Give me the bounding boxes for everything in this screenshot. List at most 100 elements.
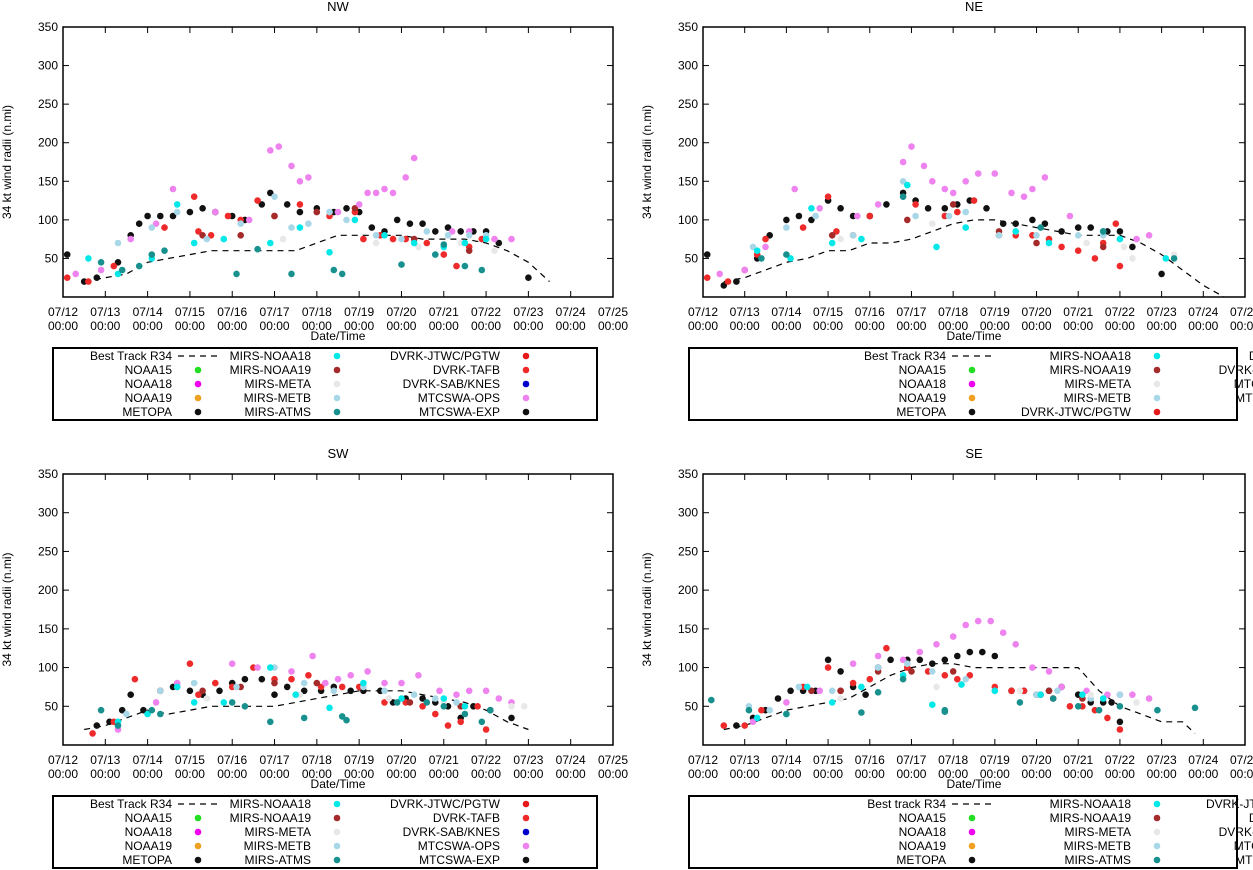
data-point <box>97 259 105 266</box>
legend-label: MIRS-META <box>1065 825 1131 839</box>
data-point <box>1091 255 1099 262</box>
x-tick-time-label: 00:00 <box>730 767 760 781</box>
data-point <box>837 235 844 243</box>
data-point <box>1087 691 1094 698</box>
legend-label: NOAA18 <box>899 825 947 839</box>
data-point <box>419 695 426 702</box>
legend-swatch-dot <box>333 842 341 850</box>
data-point <box>966 672 974 679</box>
y-axis-label: 34 kt wind radii (n.mi) <box>640 105 654 219</box>
data-point <box>258 201 266 208</box>
data-point <box>131 675 139 683</box>
data-point <box>733 278 740 285</box>
legend-swatch-dot <box>333 394 341 402</box>
data-point <box>916 648 924 656</box>
series-mirs-noaa18 <box>753 181 1170 262</box>
data-point <box>749 243 757 251</box>
plot-frame <box>62 473 614 746</box>
data-point <box>899 193 907 200</box>
series-mirs-noaa18 <box>85 201 490 278</box>
data-point <box>791 185 798 193</box>
legend-swatch-dot <box>333 828 341 836</box>
legend-label: DVRK-JTWC/PGTW <box>390 797 501 811</box>
data-point <box>1058 228 1065 235</box>
x-tick-time-label: 00:00 <box>896 767 926 781</box>
legend-label: DVRK-SAB/KNES <box>403 377 500 391</box>
data-point <box>1145 232 1153 239</box>
x-tick-time-label: 00:00 <box>771 767 801 781</box>
data-point <box>322 679 329 687</box>
legend-label: Best track R34 <box>867 797 946 811</box>
data-point <box>123 710 130 718</box>
legend-label: DVRK-TAFB <box>1249 811 1253 825</box>
data-point <box>858 683 865 691</box>
x-tick-time-label: 00:00 <box>896 319 926 333</box>
series-mtcswa-exp <box>703 189 1165 289</box>
series-mtcswa-ops <box>72 143 515 278</box>
data-point <box>1116 691 1124 698</box>
series-mtcswa-exp <box>733 648 1124 729</box>
legend-label: MIRS-NOAA19 <box>1050 363 1132 377</box>
data-point <box>933 641 940 648</box>
x-tick-label: 07/17 <box>896 753 926 767</box>
data-point <box>461 703 469 710</box>
data-point <box>372 232 380 239</box>
legend-label: METOPA <box>896 405 946 419</box>
data-point <box>228 660 236 667</box>
data-point <box>309 652 316 660</box>
data-point <box>945 212 953 220</box>
data-point <box>93 722 101 729</box>
data-point <box>372 239 380 247</box>
data-point <box>1054 687 1061 695</box>
data-point <box>326 249 333 256</box>
x-tick-label: 07/14 <box>133 305 163 319</box>
x-tick-time-label: 00:00 <box>344 319 374 333</box>
legend-label: MIRS-META <box>245 825 311 839</box>
x-tick-time-label: 00:00 <box>980 319 1010 333</box>
data-point <box>866 212 874 220</box>
y-tick-label: 350 <box>678 20 698 34</box>
y-tick-label: 250 <box>678 97 698 111</box>
data-point <box>457 718 465 726</box>
x-tick-label: 07/15 <box>175 305 205 319</box>
data-point <box>72 270 79 278</box>
data-point <box>144 212 151 220</box>
data-point <box>724 278 732 285</box>
data-point <box>783 710 790 718</box>
data-point <box>874 689 882 696</box>
x-tick-time-label: 00:00 <box>938 767 968 781</box>
data-point <box>305 672 312 679</box>
x-tick-time-label: 00:00 <box>344 767 374 781</box>
data-point <box>520 703 528 710</box>
data-point <box>762 235 769 243</box>
series-mirs-metb <box>123 664 460 718</box>
data-point <box>398 235 405 243</box>
y-axis-label: 34 kt wind radii (n.mi) <box>0 105 14 219</box>
data-point <box>941 185 949 193</box>
data-point <box>406 220 414 227</box>
data-point <box>482 726 490 733</box>
data-point <box>1066 703 1074 710</box>
data-point <box>207 232 215 239</box>
legend-swatch-dot <box>1153 394 1161 402</box>
legend-label: MIRS-NOAA18 <box>230 349 312 363</box>
data-point <box>169 185 177 193</box>
legend-label: MIRS-METB <box>244 839 311 853</box>
legend-label: DVRK-JTWC/PGTW <box>1021 405 1132 419</box>
legend-label: MIRS-ATMS <box>245 405 311 419</box>
x-tick-label: 07/24 <box>1188 753 1218 767</box>
data-point <box>753 247 761 254</box>
series-mirs-atms <box>97 241 486 278</box>
data-point <box>837 695 844 702</box>
data-point <box>808 205 815 212</box>
data-point <box>1083 687 1090 695</box>
x-tick-time-label: 00:00 <box>48 319 78 333</box>
legend-label: NOAA15 <box>899 363 947 377</box>
data-point <box>970 197 978 204</box>
data-point <box>381 699 388 706</box>
y-tick-label: 250 <box>38 97 58 111</box>
data-point <box>271 691 278 698</box>
x-tick-time-label: 00:00 <box>133 767 163 781</box>
data-point <box>828 699 836 706</box>
data-point <box>216 687 223 695</box>
